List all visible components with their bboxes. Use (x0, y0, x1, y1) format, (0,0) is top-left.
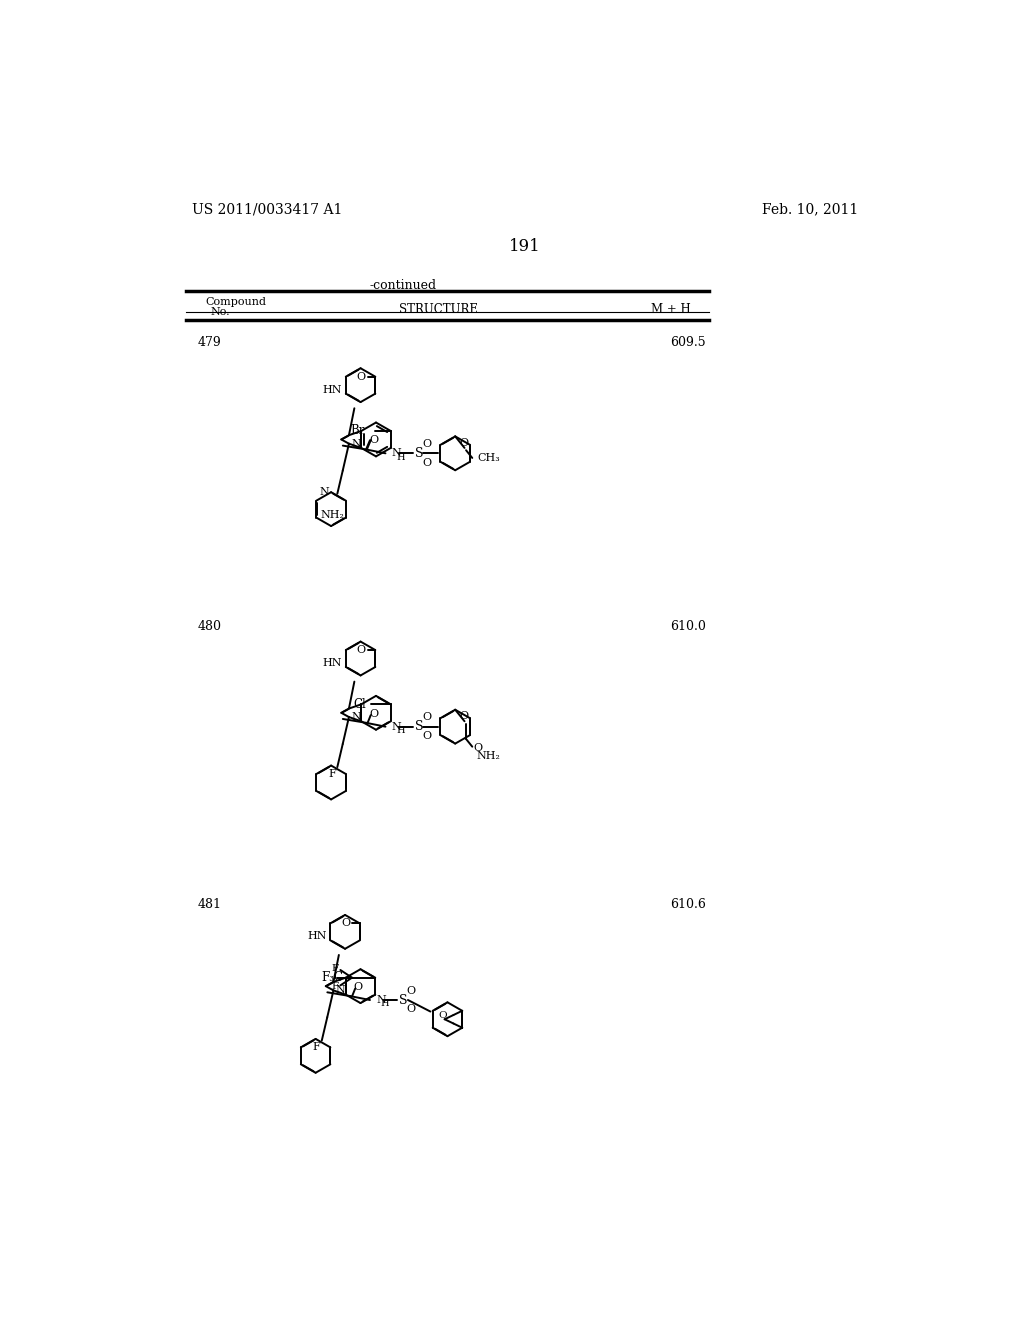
Text: O: O (370, 436, 379, 445)
Text: 609.5: 609.5 (671, 335, 707, 348)
Text: O: O (422, 440, 431, 449)
Text: HN: HN (323, 659, 342, 668)
Text: O: O (353, 982, 362, 991)
Text: NH₂: NH₂ (321, 510, 344, 520)
Text: N: N (351, 438, 361, 449)
Text: H: H (381, 999, 389, 1008)
Text: CH₃: CH₃ (477, 453, 500, 463)
Text: Compound: Compound (206, 297, 266, 308)
Text: O: O (438, 1011, 447, 1019)
Text: O: O (422, 731, 431, 741)
Text: H: H (396, 453, 404, 462)
Text: NH₂: NH₂ (477, 751, 501, 760)
Text: O: O (370, 709, 379, 718)
Text: O: O (422, 713, 431, 722)
Text: HN: HN (323, 385, 342, 395)
Text: STRUCTURE: STRUCTURE (398, 304, 477, 317)
Text: F₃C: F₃C (321, 972, 343, 985)
Text: O: O (407, 1005, 416, 1014)
Text: O: O (459, 711, 468, 721)
Text: O: O (422, 458, 431, 467)
Text: M + H: M + H (650, 304, 690, 317)
Text: F: F (332, 964, 339, 973)
Text: N: N (336, 986, 345, 995)
Text: O: O (459, 437, 468, 447)
Text: Br: Br (351, 425, 366, 437)
Text: O: O (341, 919, 350, 928)
Text: No.: No. (210, 308, 229, 317)
Text: 610.6: 610.6 (671, 898, 707, 911)
Text: N: N (319, 487, 329, 498)
Text: -continued: -continued (370, 280, 436, 292)
Text: F: F (332, 982, 339, 991)
Text: 481: 481 (198, 898, 222, 911)
Text: 479: 479 (198, 335, 221, 348)
Text: F: F (328, 770, 336, 779)
Text: US 2011/0033417 A1: US 2011/0033417 A1 (191, 202, 342, 216)
Text: N: N (351, 711, 361, 722)
Text: 610.0: 610.0 (671, 620, 707, 634)
Text: O: O (474, 743, 483, 754)
Text: F: F (312, 1043, 321, 1052)
Text: S: S (399, 994, 408, 1007)
Text: HN: HN (307, 932, 327, 941)
Text: N: N (376, 995, 386, 1005)
Text: O: O (356, 645, 366, 655)
Text: Feb. 10, 2011: Feb. 10, 2011 (762, 202, 858, 216)
Text: N: N (391, 722, 401, 731)
Text: 191: 191 (509, 238, 541, 255)
Text: 480: 480 (198, 620, 222, 634)
Text: S: S (415, 446, 423, 459)
Text: N: N (391, 449, 401, 458)
Text: H: H (396, 726, 404, 735)
Text: O: O (356, 372, 366, 381)
Text: S: S (415, 721, 423, 733)
Text: O: O (407, 986, 416, 995)
Text: Cl: Cl (353, 698, 366, 711)
